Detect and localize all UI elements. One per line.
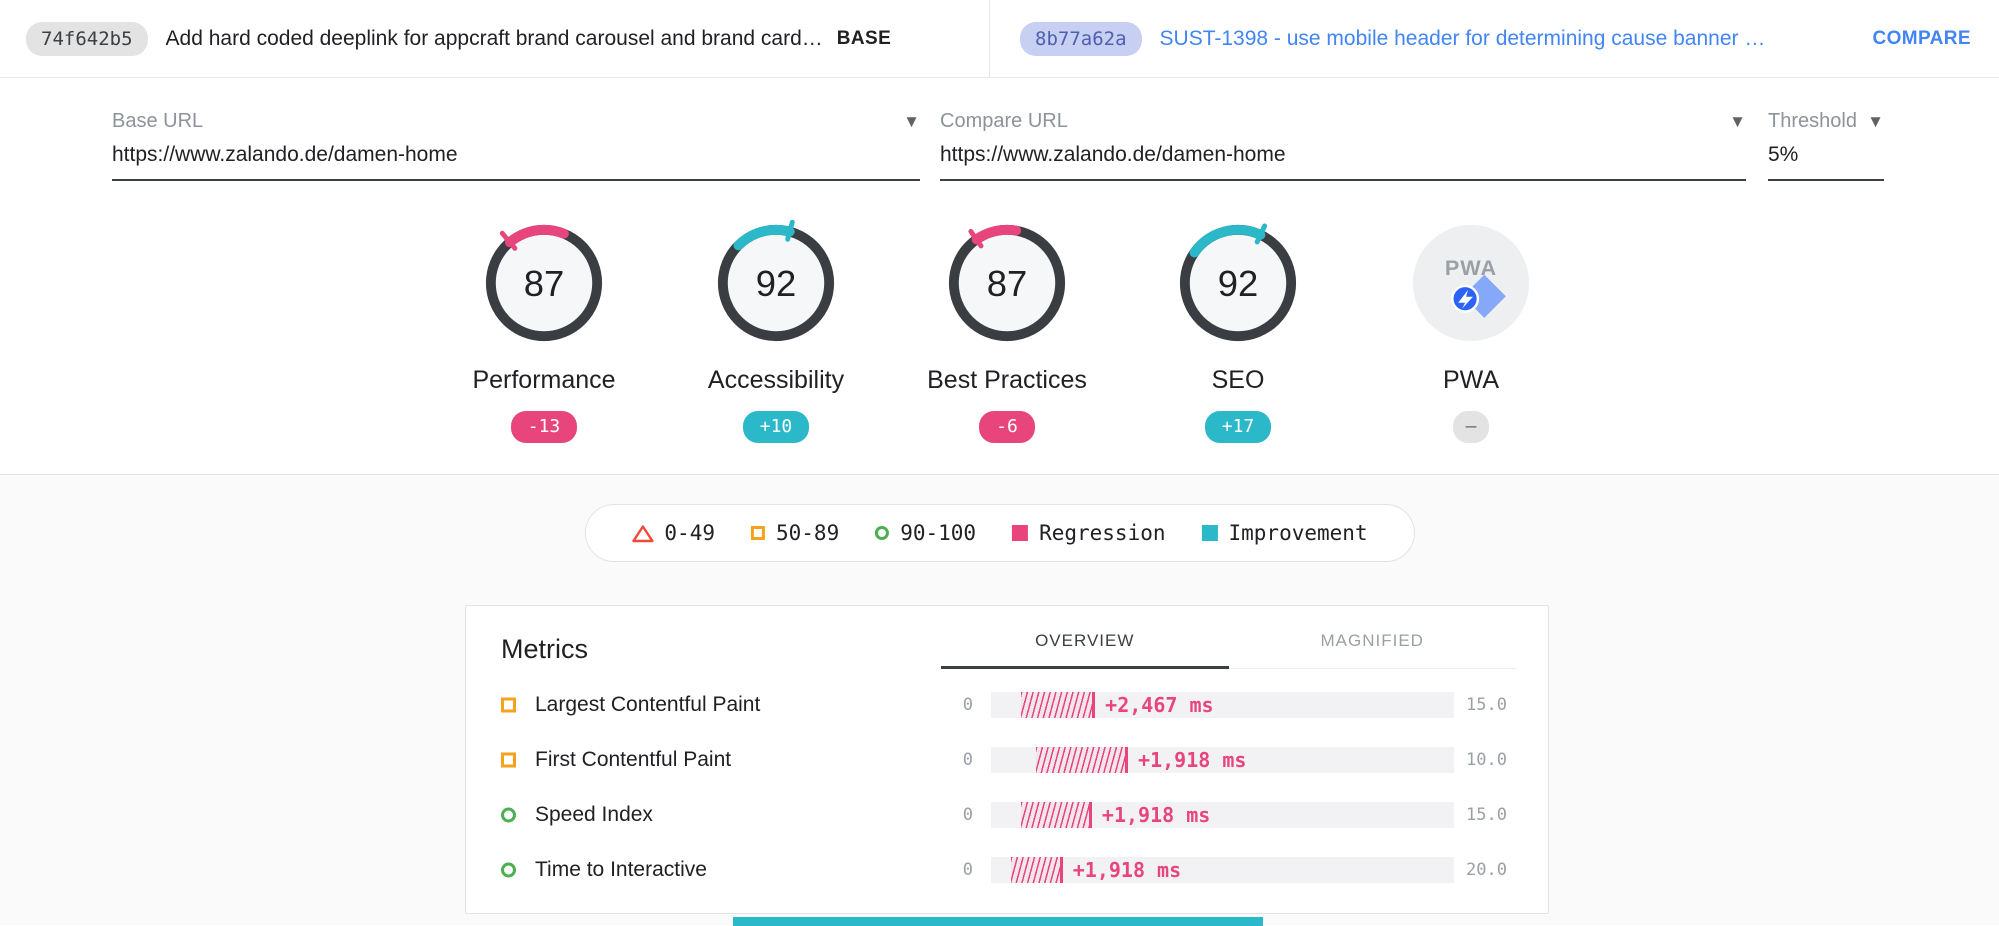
- header: 74f642b5 Add hard coded deeplink for app…: [0, 0, 1999, 78]
- legend-range-90-100: 90-100: [875, 521, 976, 545]
- compare-commit-link[interactable]: SUST-1398 - use mobile header for determ…: [1159, 26, 1766, 50]
- gauge-ring-icon: 87: [485, 224, 603, 342]
- pink-square-icon: [1012, 525, 1029, 541]
- metric-name: Speed Index: [535, 802, 653, 826]
- metric-row-lcp: Largest Contentful Paint 0 +2,467 ms 15.…: [466, 677, 1548, 732]
- green-circle-icon: [501, 862, 516, 877]
- metric-delta-label: +1,918 ms: [1101, 802, 1211, 827]
- orange-square-icon: [750, 526, 765, 540]
- compare-url-field[interactable]: Compare URL ▼ https://www.zalando.de/dam…: [940, 110, 1746, 181]
- score-delta-badge: -6: [979, 411, 1035, 443]
- metric-row-fcp: First Contentful Paint 0 +1,918 ms 10.0: [466, 732, 1548, 787]
- metrics-tabs: OVERVIEW MAGNIFIED: [941, 606, 1516, 669]
- score-delta-badge: +10: [742, 411, 810, 443]
- compare-url-value[interactable]: https://www.zalando.de/damen-home: [940, 143, 1746, 181]
- legend-range-50-89: 50-89: [750, 521, 839, 545]
- metric-name: Largest Contentful Paint: [535, 692, 761, 716]
- orange-square-icon: [501, 697, 516, 712]
- green-circle-icon: [501, 807, 516, 822]
- base-commit-header: 74f642b5 Add hard coded deeplink for app…: [0, 0, 989, 77]
- base-commit-hash-chip: 74f642b5: [26, 21, 148, 56]
- metric-diff-bar: [1010, 856, 1063, 883]
- metric-row-tti: Time to Interactive 0 +1,918 ms 20.0: [466, 842, 1548, 897]
- threshold-label: Threshold: [1768, 110, 1857, 132]
- metric-bar-track: +1,918 ms: [991, 856, 1454, 883]
- metric-name: Time to Interactive: [535, 857, 707, 881]
- base-commit-title: Add hard coded deeplink for appcraft bra…: [165, 26, 823, 50]
- metric-diff-bar: [1021, 801, 1092, 828]
- compare-tag-label[interactable]: COMPARE: [1872, 27, 1971, 49]
- base-url-value[interactable]: https://www.zalando.de/damen-home: [112, 143, 920, 181]
- metric-max-value: 15.0: [1466, 804, 1507, 825]
- legend: 0-49 50-89 90-100 Regression Improvement: [584, 504, 1415, 562]
- score-gauge-pwa: PWA PWA –: [1351, 220, 1591, 443]
- metric-bar-track: +1,918 ms: [991, 746, 1454, 773]
- partial-teal-bar: [733, 917, 1263, 926]
- metric-max-value: 20.0: [1466, 859, 1507, 880]
- red-triangle-icon: [631, 524, 654, 542]
- metric-rows: Largest Contentful Paint 0 +2,467 ms 15.…: [466, 677, 1548, 897]
- gauge-ring-icon: 92: [717, 220, 835, 342]
- base-url-field[interactable]: Base URL ▼ https://www.zalando.de/damen-…: [112, 110, 920, 181]
- metric-bar-track: +2,467 ms: [991, 691, 1454, 718]
- legend-regression: Regression: [1012, 521, 1166, 545]
- metric-name: First Contentful Paint: [535, 747, 732, 771]
- svg-text:PWA: PWA: [1445, 255, 1497, 280]
- compare-commit-hash-chip: 8b77a62a: [1020, 21, 1142, 56]
- chevron-down-icon[interactable]: ▼: [1729, 112, 1746, 131]
- teal-square-icon: [1201, 525, 1218, 541]
- metric-diff-bar: [1035, 746, 1129, 773]
- metric-max-value: 10.0: [1466, 749, 1507, 770]
- green-circle-icon: [875, 526, 890, 540]
- score-gauge-seo: 92 SEO +17: [1118, 220, 1358, 443]
- metric-delta-label: +1,918 ms: [1072, 857, 1182, 882]
- metric-min-value: 0: [962, 694, 973, 715]
- score-value: 92: [1218, 263, 1259, 304]
- tab-magnified[interactable]: MAGNIFIED: [1320, 631, 1424, 650]
- metric-max-value: 15.0: [1466, 694, 1507, 715]
- metric-bar-track: +1,918 ms: [991, 801, 1454, 828]
- score-gauge-best-practices: 87 Best Practices -6: [887, 220, 1127, 443]
- orange-square-icon: [501, 752, 516, 767]
- score-delta-badge: -13: [510, 411, 578, 443]
- metric-min-value: 0: [962, 804, 973, 825]
- metrics-card-title: Metrics: [501, 634, 588, 664]
- score-label: PWA: [1442, 366, 1500, 394]
- score-value: 87: [987, 263, 1028, 304]
- score-gauge-performance: 87 Performance -13: [424, 220, 664, 443]
- score-delta-badge: –: [1452, 411, 1490, 443]
- results-section: 0-49 50-89 90-100 Regression Improvement…: [0, 474, 1999, 926]
- tab-overview[interactable]: OVERVIEW: [941, 606, 1229, 669]
- compare-commit-header: 8b77a62a SUST-1398 - use mobile header f…: [989, 0, 1999, 77]
- metric-diff-bar: [1021, 691, 1096, 718]
- threshold-value[interactable]: 5%: [1768, 143, 1884, 181]
- score-value: 87: [524, 263, 565, 304]
- metric-min-value: 0: [962, 749, 973, 770]
- metric-delta-label: +1,918 ms: [1138, 747, 1247, 772]
- metric-min-value: 0: [962, 859, 973, 880]
- chevron-down-icon[interactable]: ▼: [903, 112, 920, 131]
- gauge-ring-icon: 87: [948, 224, 1066, 342]
- score-gauge-accessibility: 92 Accessibility +10: [656, 220, 896, 443]
- threshold-field[interactable]: Threshold ▼ 5%: [1768, 110, 1884, 181]
- score-label: Performance: [472, 366, 616, 394]
- compare-url-label: Compare URL: [940, 110, 1068, 132]
- legend-range-0-49: 0-49: [631, 521, 715, 545]
- score-label: Accessibility: [707, 366, 845, 394]
- legend-improvement: Improvement: [1201, 521, 1368, 545]
- pwa-logo-icon: PWA: [1412, 224, 1530, 342]
- gauge-ring-icon: 92: [1179, 223, 1297, 342]
- base-tag-label: BASE: [836, 27, 892, 49]
- metric-delta-label: +2,467 ms: [1105, 692, 1214, 717]
- score-value: 92: [756, 263, 797, 304]
- metrics-card: Metrics OVERVIEW MAGNIFIED Largest Conte…: [465, 605, 1549, 914]
- score-delta-badge: +17: [1204, 411, 1272, 443]
- base-url-label: Base URL: [112, 110, 204, 132]
- metric-row-speed-index: Speed Index 0 +1,918 ms 15.0: [466, 787, 1548, 842]
- score-label: SEO: [1211, 366, 1265, 394]
- chevron-down-icon[interactable]: ▼: [1867, 112, 1884, 131]
- score-label: Best Practices: [927, 366, 1087, 394]
